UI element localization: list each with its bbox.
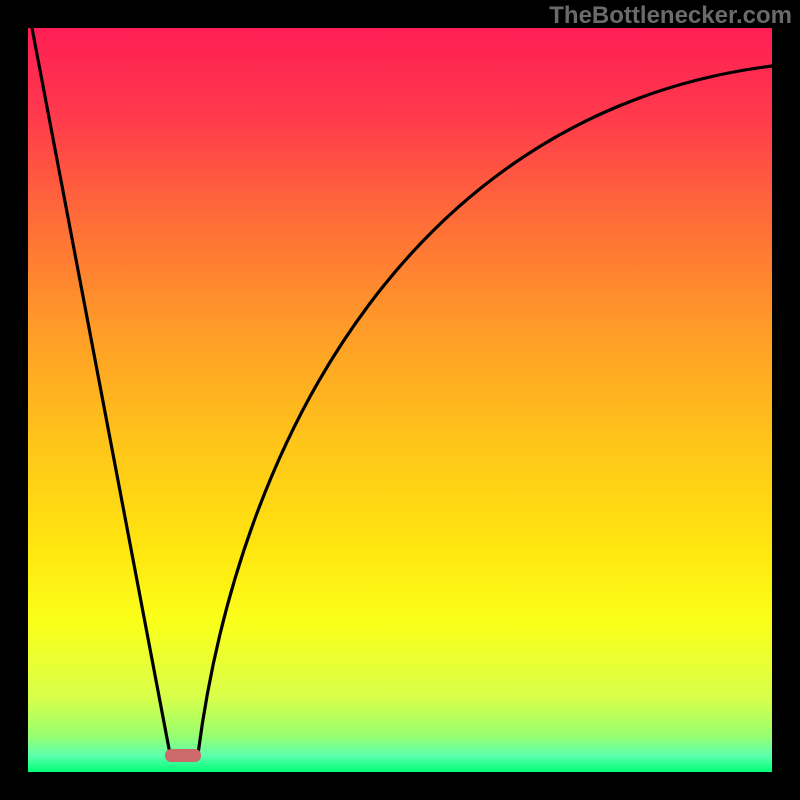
chart-container: TheBottlenecker.com	[0, 0, 800, 800]
watermark-text: TheBottlenecker.com	[549, 2, 792, 30]
plot-background	[28, 28, 772, 772]
trough-marker	[165, 749, 201, 762]
bottleneck-chart	[0, 0, 800, 800]
